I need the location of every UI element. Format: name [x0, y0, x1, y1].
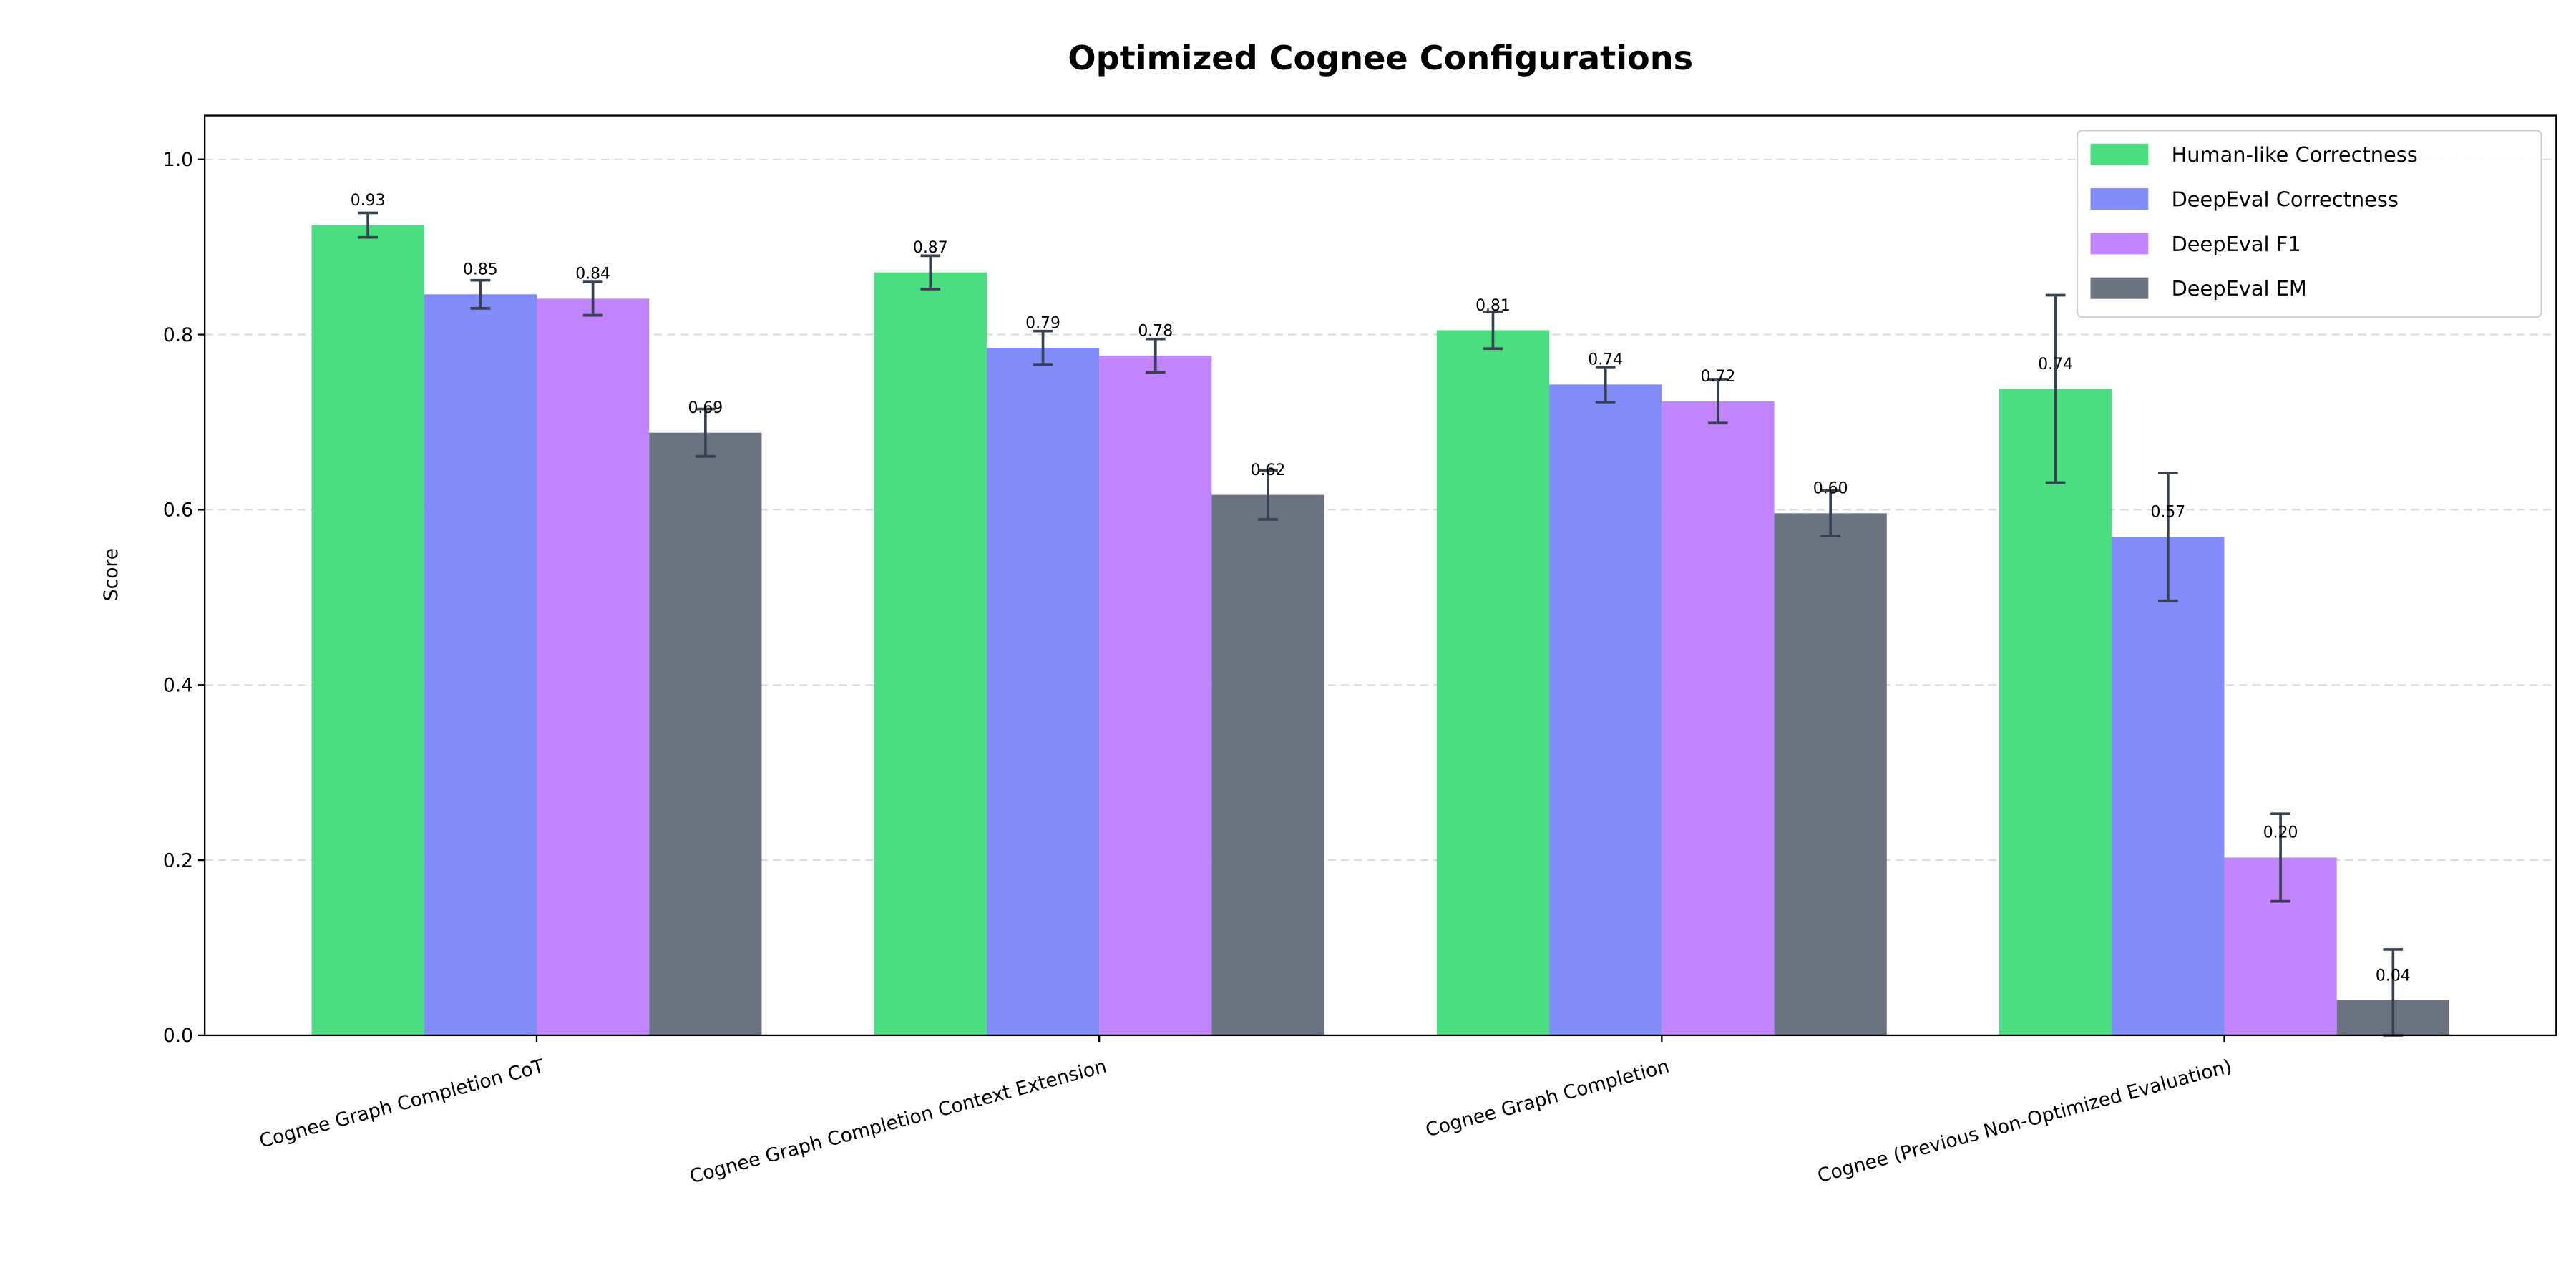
- legend-swatch: [2090, 188, 2149, 210]
- error-bar: [1820, 489, 1841, 537]
- data-label: 0.87: [913, 239, 948, 257]
- x-tick-label: Cognee Graph Completion: [1423, 1055, 1672, 1142]
- data-label: 0.74: [2038, 356, 2073, 374]
- legend-label: DeepEval EM: [2172, 276, 2307, 301]
- bar: [1099, 355, 1212, 1035]
- data-label: 0.04: [2376, 967, 2411, 985]
- y-tick-label: 1.0: [163, 149, 193, 171]
- data-label: 0.20: [2263, 824, 2298, 842]
- bar: [649, 432, 762, 1035]
- bar: [424, 294, 537, 1035]
- error-bar: [2158, 472, 2178, 602]
- y-tick-label: 0.6: [163, 499, 193, 522]
- bar: [1549, 384, 1662, 1035]
- bar: [536, 298, 650, 1035]
- plot-frame: [204, 114, 2557, 1037]
- bar: [2112, 537, 2225, 1035]
- legend: Human-like Correctness DeepEval Correctne…: [2076, 130, 2542, 318]
- legend-label: Human-like Correctness: [2172, 142, 2418, 167]
- error-bar: [1595, 366, 1616, 404]
- error-bar: [1708, 378, 1728, 425]
- error-bar: [358, 211, 378, 239]
- error-bar: [920, 254, 941, 291]
- data-label: 0.72: [1701, 368, 1736, 386]
- data-label: 0.60: [1813, 480, 1848, 498]
- bar: [874, 272, 987, 1035]
- legend-swatch: [2090, 233, 2149, 255]
- legend-swatch: [2090, 143, 2149, 165]
- error-bar: [2045, 293, 2066, 484]
- error-bar: [470, 278, 491, 310]
- legend-label: DeepEval Correctness: [2172, 187, 2399, 211]
- bar: [311, 225, 424, 1035]
- y-tick-label: 0.2: [163, 849, 193, 872]
- y-tick-label: 0.4: [163, 674, 193, 696]
- x-tick-label: Cognee Graph Completion CoT: [257, 1055, 547, 1152]
- x-tick-label: Cognee Graph Completion Context Extensio…: [687, 1055, 1108, 1189]
- error-bar: [1033, 329, 1053, 366]
- bar: [986, 347, 1100, 1035]
- y-tick-label: 0.0: [163, 1025, 193, 1047]
- y-axis-label: Score: [100, 548, 122, 601]
- bar: [1774, 513, 1887, 1035]
- data-label: 0.81: [1475, 297, 1511, 315]
- chart-title: Optimized Cognee Configurations: [1068, 39, 1693, 77]
- legend-label: DeepEval F1: [2172, 232, 2301, 256]
- bar: [1999, 389, 2112, 1035]
- legend-frame: [2076, 130, 2542, 318]
- bar: [1436, 330, 1550, 1035]
- data-label: 0.93: [351, 192, 386, 210]
- y-tick-label: 0.8: [163, 324, 193, 346]
- error-bar: [1258, 469, 1278, 521]
- data-label: 0.85: [463, 261, 498, 279]
- data-label: 0.69: [688, 399, 723, 417]
- data-label: 0.79: [1025, 314, 1060, 332]
- error-bar: [1483, 310, 1503, 351]
- error-bar: [695, 407, 716, 458]
- error-bar: [2270, 812, 2290, 903]
- data-label: 0.62: [1251, 462, 1286, 479]
- data-label: 0.78: [1138, 322, 1173, 340]
- error-bar: [1145, 337, 1166, 374]
- bar: [1211, 494, 1324, 1035]
- x-tick-label: Cognee (Previous Non-Optimized Evaluatio…: [1815, 1055, 2234, 1188]
- data-label: 0.84: [575, 265, 610, 283]
- error-bar: [582, 280, 603, 317]
- bar: [1662, 401, 1775, 1035]
- data-label: 0.74: [1588, 351, 1623, 369]
- legend-swatch: [2090, 277, 2149, 299]
- data-label: 0.57: [2150, 504, 2185, 522]
